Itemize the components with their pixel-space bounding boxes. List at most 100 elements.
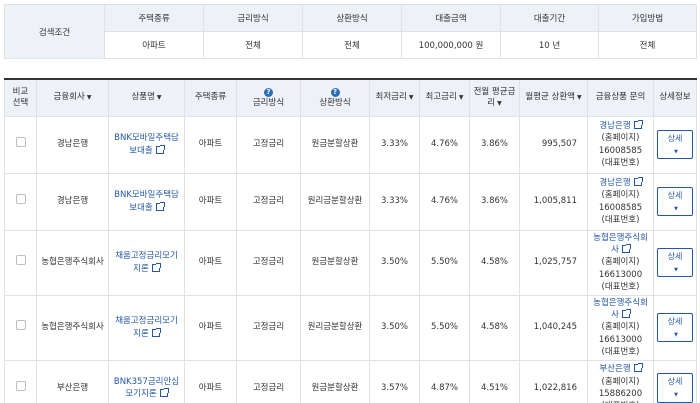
external-link-icon[interactable] (633, 119, 643, 129)
rate-type-col-label: 금리방식 (252, 97, 285, 108)
inquiry-company-link[interactable]: 농협은행주식회사 (593, 232, 648, 256)
inquiry-phone: 15886200 (598, 389, 643, 399)
monthly-header[interactable]: 월평균 상환액 ▼ (519, 78, 588, 117)
external-link-icon[interactable] (151, 327, 161, 337)
table-row: 농협은행주식회사 채움고정금리모기지론 아파트 고정금리 원금분할상환 3.50% 5.50… (4, 229, 697, 296)
inquiry-phone: 16613000 (598, 269, 643, 280)
prev-rate-cell: 4.58% (469, 229, 520, 296)
detail-button[interactable]: 상세 ▼ (657, 312, 693, 343)
house-type-value: 아파트 (104, 31, 204, 59)
inquiry-company-link[interactable]: 농협은행주식회사 (593, 297, 648, 321)
detail-cell: 상세 ▼ (653, 172, 697, 231)
house-cell: 아파트 (184, 172, 237, 231)
search-conditions-label: 검색조건 (4, 4, 105, 59)
compare-cell (4, 229, 37, 296)
rate-type-value: 전체 (203, 31, 303, 59)
min-rate-cell: 3.50% (369, 229, 420, 296)
chevron-down-icon: ▼ (674, 205, 678, 212)
detail-cell: 상세 ▼ (653, 359, 697, 403)
detail-button[interactable]: 상세 ▼ (657, 129, 693, 160)
repay-cell: 원리금분할상환 (300, 172, 370, 231)
inquiry-phone-label: (대표번호) (601, 214, 640, 225)
compare-checkbox[interactable] (15, 320, 26, 331)
rate-type-cell: 고정금리 (236, 229, 301, 296)
chevron-down-icon: ▼ (674, 392, 678, 398)
external-link-icon[interactable] (155, 201, 165, 211)
product-link[interactable]: BNK357금리안심모기지론 (113, 376, 180, 399)
detail-button-label: 상세 (667, 133, 683, 143)
external-link-icon[interactable] (151, 262, 161, 272)
product-cell: BNK357금리안심모기지론 (108, 359, 185, 403)
sort-caret-icon: ▼ (577, 94, 582, 102)
prev-rate-cell: 3.86% (469, 172, 520, 231)
company-header-label: 금융회사 (53, 92, 85, 103)
prev-rate-cell: 3.86% (469, 115, 520, 174)
detail-button[interactable]: 상세 ▼ (657, 247, 693, 278)
product-header[interactable]: 상품명 ▼ (108, 78, 185, 117)
external-link-icon[interactable] (159, 388, 169, 397)
help-icon[interactable]: ? (330, 88, 340, 98)
company-cell: 경남은행 (36, 115, 109, 174)
rate-type-header: 금리방식 (203, 4, 303, 32)
compare-checkbox[interactable] (15, 194, 26, 205)
sort-caret-icon: ▼ (408, 94, 414, 102)
inquiry-company-link[interactable]: 경남은행 (599, 177, 631, 188)
rate-type-cell: 고정금리 (236, 115, 301, 174)
rate-type-cell: 고정금리 (236, 172, 301, 231)
compare-checkbox[interactable] (15, 380, 26, 391)
detail-button[interactable]: 상세 ▼ (657, 186, 693, 217)
inquiry-company-link[interactable]: 부산은행 (599, 364, 631, 375)
monthly-cell: 1,025,757 (519, 229, 588, 296)
product-link[interactable]: BNK모바일주택담보대출 (114, 190, 179, 213)
inquiry-cell: 경남은행 (홈페이지) 16008585 (대표번호) (587, 172, 654, 231)
product-cell: 채움고정금리모기지론 (108, 294, 185, 361)
company-cell: 경남은행 (36, 172, 109, 231)
repay-cell: 원금분할상환 (300, 115, 370, 174)
company-header[interactable]: 금융회사 ▼ (36, 78, 109, 117)
min-rate-header[interactable]: 최저금리 ▼ (369, 78, 420, 117)
inquiry-phone-label: (대표번호) (601, 346, 640, 357)
monthly-cell: 1,022,816 (519, 359, 588, 403)
detail-button[interactable]: 상세 ▼ (657, 373, 693, 403)
product-cell: BNK모바일주택담보대출 (108, 115, 185, 174)
monthly-cell: 1,040,245 (519, 294, 588, 361)
join-method-header: 가입방법 (598, 4, 697, 32)
compare-cell (4, 115, 37, 174)
company-cell: 농협은행주식회사 (36, 229, 109, 296)
help-icon[interactable]: ? (264, 88, 273, 98)
product-link[interactable]: 채움고정금리모기지론 (115, 316, 178, 339)
inquiry-phone-label: (대표번호) (601, 281, 640, 292)
min-rate-cell: 3.33% (369, 172, 420, 231)
min-rate-cell: 3.57% (369, 359, 420, 403)
product-link[interactable]: BNK모바일주택담보대출 (114, 133, 179, 156)
house-cell: 아파트 (184, 359, 237, 403)
inquiry-phone: 16008585 (598, 145, 643, 156)
external-link-icon[interactable] (633, 363, 643, 373)
repay-type-header: 상환방식 (302, 4, 402, 32)
external-link-icon[interactable] (155, 144, 165, 154)
external-link-icon[interactable] (621, 244, 631, 254)
inquiry-phone: 16008585 (598, 202, 643, 213)
rate-type-cell: 고정금리 (236, 359, 301, 403)
product-link[interactable]: 채움고정금리모기지론 (115, 251, 178, 274)
inquiry-cell: 부산은행(홈페이지) 15886200 (대표번호) (587, 359, 654, 403)
detail-cell: 상세 ▼ (653, 294, 697, 361)
repay-cell: 원금분할상환 (300, 359, 370, 403)
detail-button-label: 상세 (667, 316, 683, 326)
external-link-icon[interactable] (621, 309, 631, 319)
inquiry-cell: 농협은행주식회사 (홈페이지) 16613000 (대표번호) (587, 229, 654, 296)
detail-header: 상세정보 (653, 78, 697, 117)
compare-checkbox[interactable] (15, 255, 26, 266)
compare-checkbox[interactable] (15, 137, 26, 148)
external-link-icon[interactable] (633, 176, 643, 186)
max-rate-label: 최고금리 (425, 92, 457, 103)
inquiry-site-label: (홈페이지) (601, 133, 640, 144)
inquiry-site-label: (홈페이지) (601, 322, 640, 333)
prev-rate-header[interactable]: 전월 평균금리 ▼ (469, 78, 520, 117)
max-rate-header[interactable]: 최고금리 ▼ (419, 78, 470, 117)
repay-type-value: 전체 (302, 31, 402, 59)
compare-cell (4, 294, 37, 361)
house-cell: 아파트 (184, 229, 237, 296)
inquiry-company-link[interactable]: 경남은행 (599, 120, 631, 131)
inquiry-phone: 16613000 (598, 334, 643, 345)
